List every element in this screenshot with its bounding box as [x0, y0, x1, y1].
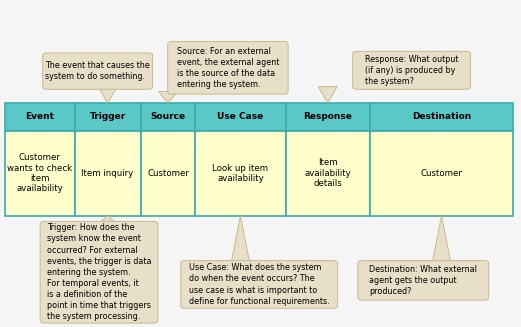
Text: Customer: Customer	[147, 169, 189, 178]
FancyBboxPatch shape	[370, 131, 513, 216]
Text: Source: Source	[151, 112, 185, 121]
FancyBboxPatch shape	[168, 42, 288, 94]
Polygon shape	[158, 92, 177, 103]
Text: Destination: Destination	[412, 112, 471, 121]
Text: Look up item
availability: Look up item availability	[213, 164, 268, 183]
FancyBboxPatch shape	[75, 131, 141, 216]
Text: The event that causes the
system to do something.: The event that causes the system to do s…	[45, 61, 150, 81]
FancyBboxPatch shape	[43, 53, 153, 89]
Text: Item inquiry: Item inquiry	[81, 169, 134, 178]
FancyBboxPatch shape	[195, 131, 286, 216]
FancyBboxPatch shape	[141, 103, 195, 131]
FancyBboxPatch shape	[181, 261, 338, 308]
Polygon shape	[318, 87, 337, 103]
FancyBboxPatch shape	[358, 261, 489, 300]
FancyBboxPatch shape	[40, 221, 158, 323]
Text: Use Case: Use Case	[217, 112, 264, 121]
Text: Use Case: What does the system
do when the event occurs? The
use case is what is: Use Case: What does the system do when t…	[189, 263, 329, 306]
Text: Source: For an external
event, the external agent
is the source of the data
ente: Source: For an external event, the exter…	[177, 47, 279, 89]
FancyBboxPatch shape	[370, 103, 513, 131]
Text: Item
availability
details: Item availability details	[304, 158, 351, 188]
Text: Customer: Customer	[420, 169, 463, 178]
Polygon shape	[98, 216, 117, 224]
Text: Destination: What external
agent gets the output
produced?: Destination: What external agent gets th…	[369, 265, 477, 296]
Polygon shape	[98, 87, 117, 103]
FancyBboxPatch shape	[286, 131, 370, 216]
FancyBboxPatch shape	[195, 103, 286, 131]
Polygon shape	[432, 216, 451, 263]
Text: Trigger: Trigger	[90, 112, 126, 121]
Text: Response: Response	[303, 112, 352, 121]
FancyBboxPatch shape	[353, 51, 470, 89]
Text: Response: What output
(if any) is produced by
the system?: Response: What output (if any) is produc…	[365, 55, 458, 86]
Text: Customer
wants to check
item
availability: Customer wants to check item availabilit…	[7, 153, 72, 193]
Text: Event: Event	[26, 112, 54, 121]
Polygon shape	[231, 216, 250, 263]
Text: Trigger: How does the
system know the event
occurred? For external
events, the t: Trigger: How does the system know the ev…	[47, 223, 151, 321]
FancyBboxPatch shape	[5, 131, 75, 216]
FancyBboxPatch shape	[141, 131, 195, 216]
FancyBboxPatch shape	[5, 103, 75, 131]
FancyBboxPatch shape	[286, 103, 370, 131]
FancyBboxPatch shape	[75, 103, 141, 131]
